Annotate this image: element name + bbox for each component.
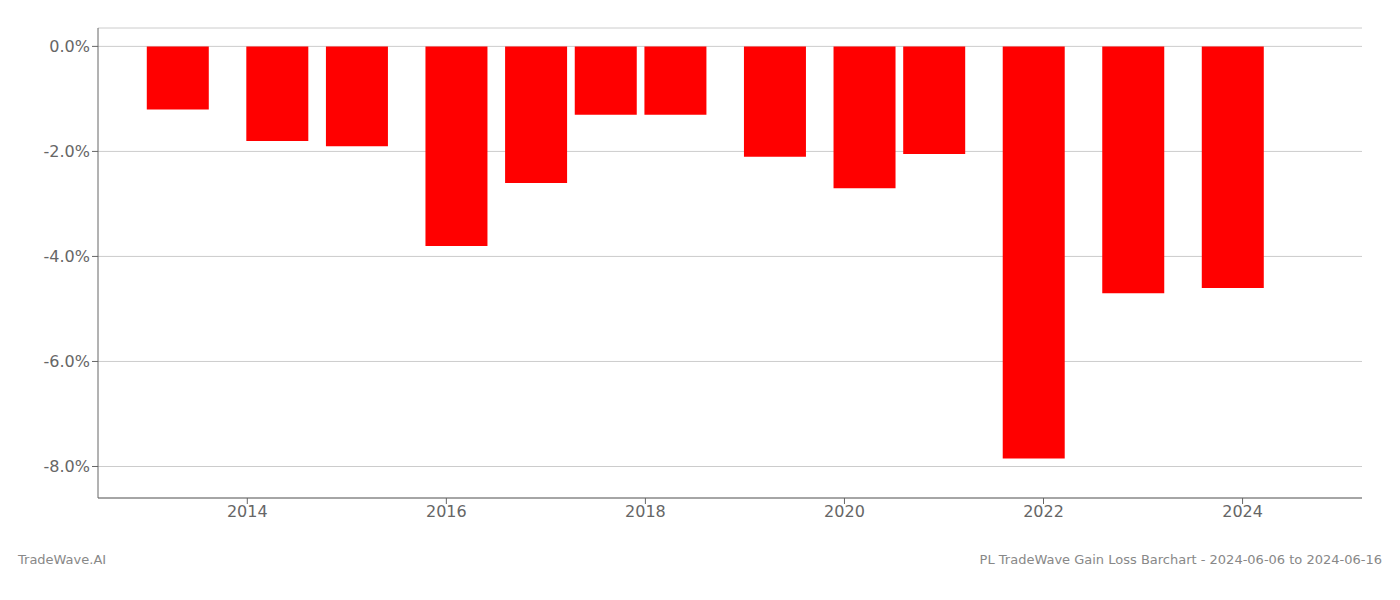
html-text:PL TradeWave Gain Loss Barchar: PL TradeWave Gain Loss Barchart - 2024-0… xyxy=(979,552,1382,567)
svg-text:0.0%: 0.0% xyxy=(49,37,90,56)
svg-text:-6.0%: -6.0% xyxy=(44,352,90,371)
svg-text:2020: 2020 xyxy=(824,502,865,521)
svg-text:2016: 2016 xyxy=(426,502,467,521)
svg-text:2014: 2014 xyxy=(227,502,268,521)
svg-text:-4.0%: -4.0% xyxy=(44,247,90,266)
svg-text:2024: 2024 xyxy=(1222,502,1263,521)
svg-text:-2.0%: -2.0% xyxy=(44,142,90,161)
svg-text:-8.0%: -8.0% xyxy=(44,457,90,476)
html-text:TradeWave.AI: TradeWave.AI xyxy=(18,552,107,567)
svg-text:2018: 2018 xyxy=(625,502,666,521)
svg-text:2022: 2022 xyxy=(1023,502,1064,521)
